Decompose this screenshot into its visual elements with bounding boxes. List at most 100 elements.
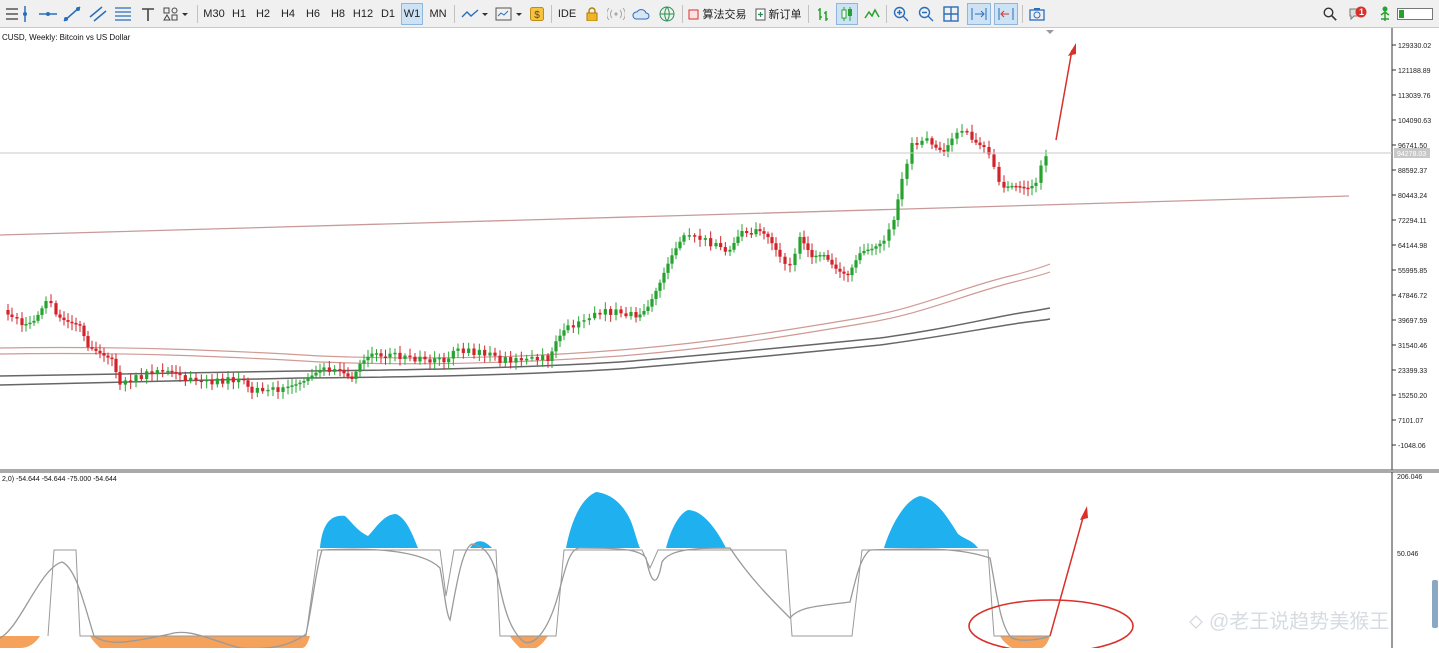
notifications-button[interactable]: 1 xyxy=(1346,3,1370,25)
candle-bullish[interactable] xyxy=(215,378,219,385)
zoom-out-icon[interactable] xyxy=(915,3,937,25)
candle-bearish[interactable] xyxy=(723,247,727,252)
candle-bearish[interactable] xyxy=(408,355,412,358)
candle-bearish[interactable] xyxy=(846,273,850,276)
candle-bullish[interactable] xyxy=(650,298,654,307)
candle-bullish[interactable] xyxy=(40,308,44,315)
candle-bullish[interactable] xyxy=(44,300,48,309)
candle-bearish[interactable] xyxy=(49,300,53,304)
candle-bullish[interactable] xyxy=(614,309,618,315)
candle-bearish[interactable] xyxy=(483,349,487,356)
candle-bullish[interactable] xyxy=(525,358,529,361)
candle-bullish[interactable] xyxy=(418,356,422,362)
candle-bullish[interactable] xyxy=(1006,186,1010,188)
candle-bullish[interactable] xyxy=(24,323,28,326)
candle-bearish[interactable] xyxy=(624,313,628,317)
cloud-icon[interactable] xyxy=(630,3,652,25)
price-axis[interactable]: 129330.02 121188.89 113039.76 104090.63 9674… xyxy=(1392,43,1431,450)
candle-bullish[interactable] xyxy=(678,241,682,249)
candle-bearish[interactable] xyxy=(346,373,350,377)
candle-bearish[interactable] xyxy=(398,352,402,359)
candle-bullish[interactable] xyxy=(670,255,674,264)
candle-bullish[interactable] xyxy=(687,235,691,237)
candle-bullish[interactable] xyxy=(925,138,929,141)
candle-bullish[interactable] xyxy=(514,358,518,363)
candle-bearish[interactable] xyxy=(246,380,250,387)
candle-bullish[interactable] xyxy=(451,350,455,359)
candle-bullish[interactable] xyxy=(822,254,826,257)
candle-bearish[interactable] xyxy=(598,312,602,315)
candle-bullish[interactable] xyxy=(562,330,566,336)
candle-bearish[interactable] xyxy=(110,357,114,360)
candle-bullish[interactable] xyxy=(134,375,138,383)
candle-bullish[interactable] xyxy=(554,341,558,352)
market-dollar-icon[interactable]: $ xyxy=(528,3,546,25)
candle-bullish[interactable] xyxy=(582,320,586,322)
trendline-tool-icon[interactable] xyxy=(62,3,82,25)
candle-bearish[interactable] xyxy=(719,243,723,248)
candle-bearish[interactable] xyxy=(74,323,78,325)
candle-bullish[interactable] xyxy=(318,369,322,373)
candle-bearish[interactable] xyxy=(58,314,62,318)
candle-bearish[interactable] xyxy=(609,309,613,315)
candle-bearish[interactable] xyxy=(806,243,810,251)
long-term-trendline[interactable] xyxy=(0,195,1350,236)
line-chart-icon[interactable] xyxy=(861,3,883,25)
account-signal-icon[interactable] xyxy=(1376,3,1394,25)
candle-bullish[interactable] xyxy=(920,140,924,145)
candle-bullish[interactable] xyxy=(754,229,758,235)
candle-bullish[interactable] xyxy=(728,249,732,252)
candle-bearish[interactable] xyxy=(6,310,10,315)
candle-bullish[interactable] xyxy=(362,360,366,364)
candle-bullish[interactable] xyxy=(503,357,507,363)
candle-bearish[interactable] xyxy=(210,379,214,385)
candle-bearish[interactable] xyxy=(571,325,575,328)
candle-bearish[interactable] xyxy=(783,256,787,264)
timeframe-h1-button[interactable]: H1 xyxy=(231,8,247,20)
candle-bearish[interactable] xyxy=(94,348,98,351)
chart-window[interactable]: CUSD, Weekly: Bitcoin vs US Dollar 12933… xyxy=(0,28,1439,653)
timeframe-mn-button[interactable]: MN xyxy=(429,8,447,20)
candle-bullish[interactable] xyxy=(740,231,744,237)
candle-bearish[interactable] xyxy=(350,376,354,379)
candle-bullish[interactable] xyxy=(674,248,678,256)
candle-bearish[interactable] xyxy=(10,314,14,317)
candle-bearish[interactable] xyxy=(766,233,770,238)
candle-bearish[interactable] xyxy=(183,375,187,382)
candle-bullish[interactable] xyxy=(36,314,40,321)
candle-bullish[interactable] xyxy=(642,310,646,315)
vertical-line-tool-icon[interactable] xyxy=(16,3,34,25)
candle-bullish[interactable] xyxy=(629,312,633,317)
candle-bullish[interactable] xyxy=(887,229,891,241)
candle-bullish[interactable] xyxy=(370,353,374,357)
timeframe-h6-button[interactable]: H6 xyxy=(305,8,321,20)
candle-bearish[interactable] xyxy=(698,235,702,240)
candle-bearish[interactable] xyxy=(1018,186,1022,188)
candle-bullish[interactable] xyxy=(550,351,554,361)
candle-bearish[interactable] xyxy=(139,375,143,379)
candle-bearish[interactable] xyxy=(194,377,198,381)
candle-bullish[interactable] xyxy=(900,178,904,200)
candle-bullish[interactable] xyxy=(1039,165,1043,183)
search-icon[interactable] xyxy=(1320,3,1340,25)
candle-bullish[interactable] xyxy=(866,249,870,252)
candle-bearish[interactable] xyxy=(161,370,165,372)
candle-bullish[interactable] xyxy=(603,309,607,315)
candle-bullish[interactable] xyxy=(858,253,862,261)
candle-bearish[interactable] xyxy=(242,378,246,381)
candle-bearish[interactable] xyxy=(379,353,383,357)
candle-bearish[interactable] xyxy=(20,318,24,326)
candle-bullish[interactable] xyxy=(955,132,959,139)
candle-bearish[interactable] xyxy=(90,347,94,349)
candle-bullish[interactable] xyxy=(593,312,597,319)
indicators-dropdown-icon[interactable] xyxy=(460,3,490,25)
candle-bullish[interactable] xyxy=(882,240,886,244)
candle-bearish[interactable] xyxy=(338,369,342,371)
candle-bullish[interactable] xyxy=(123,380,127,385)
timeframe-w1-button[interactable]: W1 xyxy=(401,3,423,25)
candle-bullish[interactable] xyxy=(366,356,370,361)
candle-bearish[interactable] xyxy=(86,336,90,348)
candle-bullish[interactable] xyxy=(358,363,362,372)
candle-bearish[interactable] xyxy=(383,356,388,359)
candle-bullish[interactable] xyxy=(374,353,379,355)
